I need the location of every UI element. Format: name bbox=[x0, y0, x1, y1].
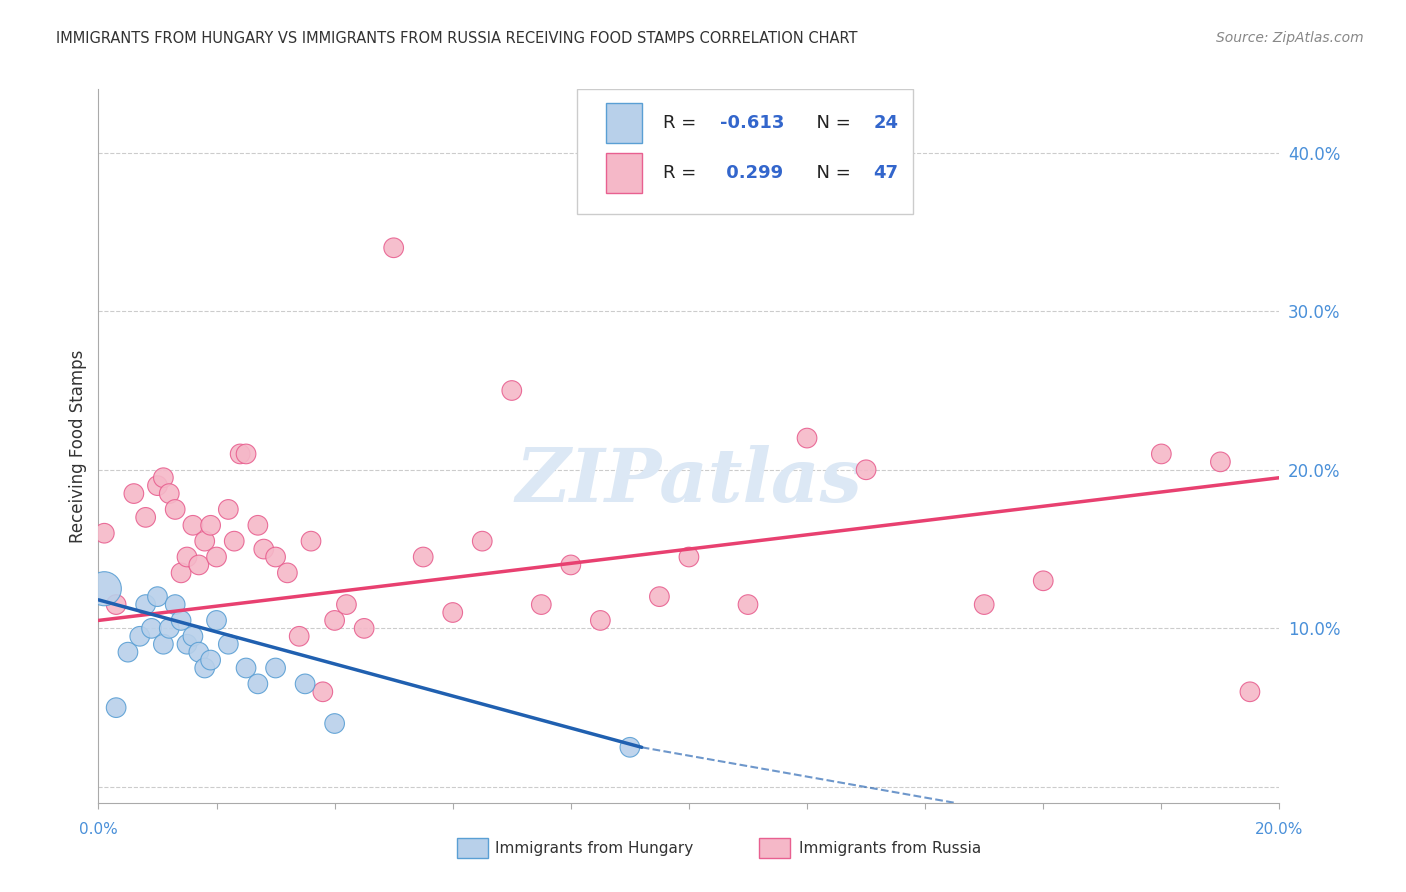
Point bbox=[224, 534, 246, 549]
Point bbox=[157, 486, 180, 500]
Point bbox=[105, 700, 128, 714]
Point bbox=[165, 502, 187, 516]
Point bbox=[93, 526, 115, 541]
Point bbox=[335, 598, 357, 612]
Text: 0.0%: 0.0% bbox=[79, 822, 118, 837]
Point bbox=[737, 598, 759, 612]
Point bbox=[187, 645, 209, 659]
Point bbox=[128, 629, 150, 643]
Point bbox=[229, 447, 252, 461]
Point bbox=[93, 582, 115, 596]
Text: 47: 47 bbox=[873, 164, 898, 182]
Point bbox=[170, 566, 193, 580]
Point bbox=[1209, 455, 1232, 469]
Point bbox=[235, 447, 257, 461]
Point bbox=[441, 606, 464, 620]
Point bbox=[176, 637, 198, 651]
Point bbox=[194, 534, 217, 549]
Text: R =: R = bbox=[664, 114, 702, 132]
Point bbox=[253, 542, 276, 557]
Point bbox=[501, 384, 523, 398]
Point bbox=[135, 598, 157, 612]
Point bbox=[146, 590, 169, 604]
Point bbox=[165, 598, 187, 612]
Point bbox=[299, 534, 322, 549]
Point bbox=[105, 598, 128, 612]
Point bbox=[1032, 574, 1054, 588]
Point bbox=[412, 549, 434, 564]
Point bbox=[382, 241, 405, 255]
Y-axis label: Receiving Food Stamps: Receiving Food Stamps bbox=[69, 350, 87, 542]
Point bbox=[181, 629, 204, 643]
Point bbox=[323, 716, 346, 731]
Point bbox=[796, 431, 818, 445]
Point bbox=[152, 637, 174, 651]
Point bbox=[264, 549, 287, 564]
Point bbox=[187, 558, 209, 572]
Point bbox=[1150, 447, 1173, 461]
Text: 0.299: 0.299 bbox=[720, 164, 783, 182]
FancyBboxPatch shape bbox=[576, 89, 914, 214]
Point bbox=[170, 614, 193, 628]
Point bbox=[678, 549, 700, 564]
Point bbox=[323, 614, 346, 628]
Point bbox=[200, 518, 222, 533]
Point bbox=[146, 478, 169, 492]
Text: IMMIGRANTS FROM HUNGARY VS IMMIGRANTS FROM RUSSIA RECEIVING FOOD STAMPS CORRELAT: IMMIGRANTS FROM HUNGARY VS IMMIGRANTS FR… bbox=[56, 31, 858, 46]
Point bbox=[246, 677, 269, 691]
Text: Immigrants from Hungary: Immigrants from Hungary bbox=[495, 841, 693, 855]
FancyBboxPatch shape bbox=[606, 103, 641, 143]
Text: R =: R = bbox=[664, 164, 702, 182]
Point bbox=[205, 549, 228, 564]
Point bbox=[181, 518, 204, 533]
Point bbox=[288, 629, 311, 643]
Point bbox=[122, 486, 145, 500]
Point bbox=[200, 653, 222, 667]
Text: Source: ZipAtlas.com: Source: ZipAtlas.com bbox=[1216, 31, 1364, 45]
Point bbox=[619, 740, 641, 755]
Point bbox=[855, 463, 877, 477]
Text: -0.613: -0.613 bbox=[720, 114, 785, 132]
Text: ZIPatlas: ZIPatlas bbox=[516, 445, 862, 518]
Text: N =: N = bbox=[804, 164, 856, 182]
Point bbox=[589, 614, 612, 628]
Point bbox=[217, 502, 239, 516]
Point bbox=[1239, 685, 1261, 699]
Point bbox=[648, 590, 671, 604]
Point bbox=[294, 677, 316, 691]
Point bbox=[530, 598, 553, 612]
Point bbox=[353, 621, 375, 635]
Text: Immigrants from Russia: Immigrants from Russia bbox=[799, 841, 981, 855]
Text: 20.0%: 20.0% bbox=[1256, 822, 1303, 837]
Point bbox=[135, 510, 157, 524]
Point bbox=[152, 471, 174, 485]
Text: 24: 24 bbox=[873, 114, 898, 132]
Point bbox=[141, 621, 163, 635]
Point bbox=[176, 549, 198, 564]
FancyBboxPatch shape bbox=[606, 153, 641, 193]
Point bbox=[217, 637, 239, 651]
Point bbox=[560, 558, 582, 572]
Point bbox=[471, 534, 494, 549]
Point bbox=[312, 685, 335, 699]
Point bbox=[205, 614, 228, 628]
Point bbox=[194, 661, 217, 675]
Point bbox=[246, 518, 269, 533]
Text: N =: N = bbox=[804, 114, 856, 132]
Point bbox=[276, 566, 298, 580]
Point bbox=[973, 598, 995, 612]
Point bbox=[157, 621, 180, 635]
Point bbox=[117, 645, 139, 659]
Point bbox=[235, 661, 257, 675]
Point bbox=[264, 661, 287, 675]
